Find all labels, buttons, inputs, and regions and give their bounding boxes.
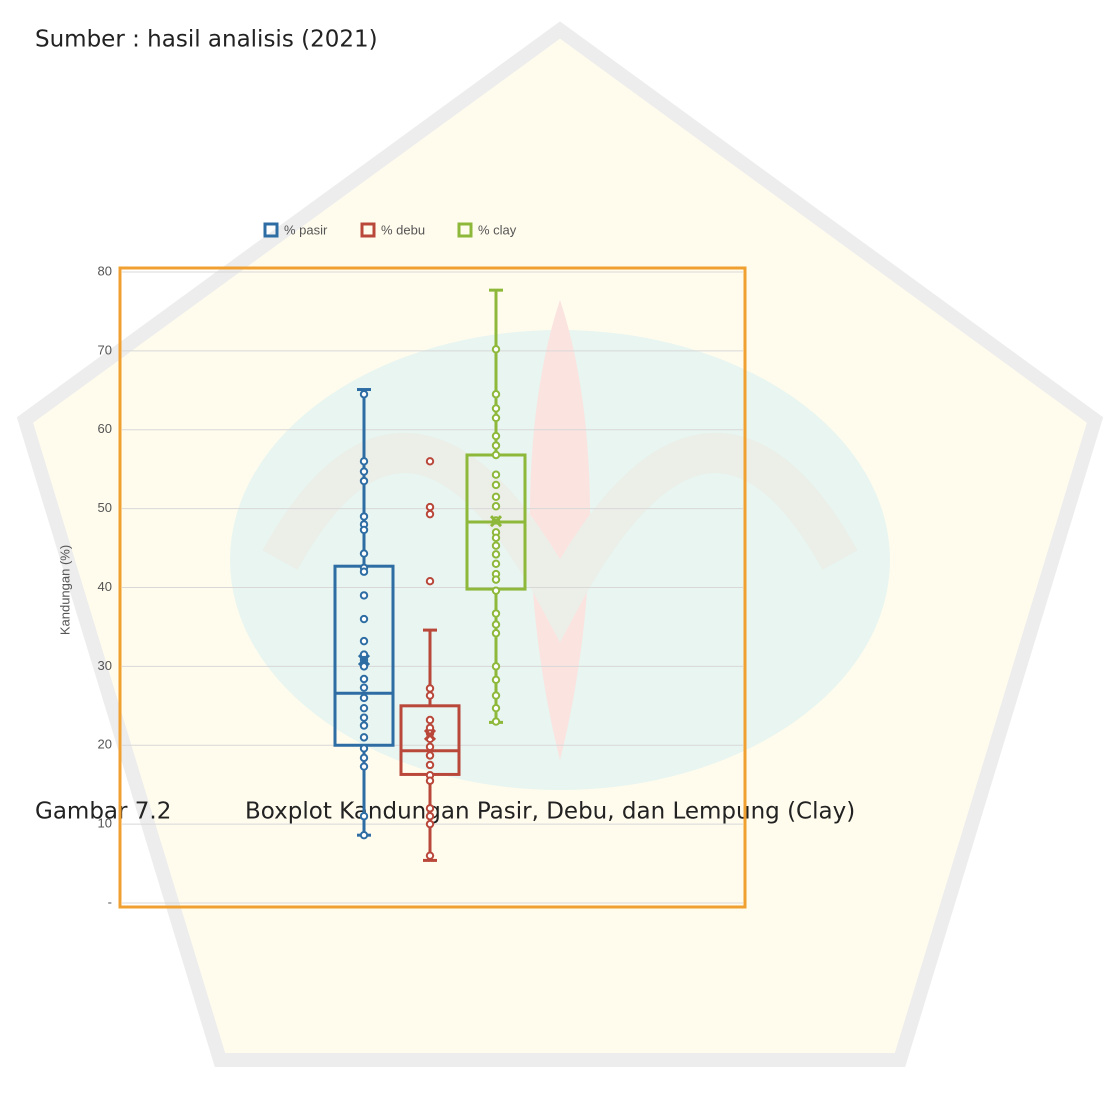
data-point [491, 703, 501, 713]
data-point [425, 715, 435, 725]
data-point [359, 591, 369, 600]
data-point [491, 675, 501, 684]
y-tick-label: 80 [98, 263, 112, 278]
data-point [359, 703, 369, 713]
y-tick-label: 60 [98, 421, 112, 436]
data-point [491, 404, 501, 413]
plot-border [118, 266, 747, 909]
data-point [491, 450, 501, 460]
legend-swatch [360, 222, 376, 238]
data-point [359, 753, 369, 763]
data-point [491, 390, 501, 399]
data-point [491, 586, 501, 595]
data-point [359, 549, 369, 558]
data-point [359, 733, 369, 742]
data-point [425, 691, 435, 700]
y-tick-label: 30 [98, 658, 112, 673]
data-point [359, 721, 369, 730]
caption-text: Boxplot Kandungan Pasir, Debu, dan Lempu… [245, 799, 855, 825]
y-tick-label: 20 [98, 737, 112, 752]
data-point [425, 812, 435, 821]
data-point [491, 502, 501, 511]
data-point [425, 684, 435, 693]
data-point [491, 691, 501, 700]
data-point [425, 804, 435, 813]
legend-label: % clay [478, 222, 517, 237]
data-point [425, 502, 435, 512]
data-point [359, 636, 369, 646]
mean-marker [357, 654, 371, 667]
data-point [359, 713, 369, 722]
data-point [491, 470, 501, 479]
legend-label: % pasir [284, 222, 328, 237]
data-point [359, 762, 369, 771]
legend-swatch [263, 222, 279, 238]
data-point [491, 717, 501, 726]
y-tick-label: - [108, 894, 112, 909]
data-point [491, 413, 501, 423]
data-point [359, 614, 369, 624]
y-tick-label: 10 [98, 816, 112, 831]
data-point [491, 345, 501, 354]
data-point [425, 851, 435, 860]
data-point [425, 742, 435, 752]
data-point [359, 683, 369, 692]
data-point [491, 559, 501, 569]
data-point [359, 467, 369, 476]
data-point [425, 819, 435, 829]
data-point [359, 512, 369, 521]
data-point [359, 830, 369, 840]
y-tick-label: 50 [98, 500, 112, 515]
data-point [491, 492, 501, 501]
caption-number: Gambar 7.2 [35, 799, 171, 825]
legend-label: % debu [381, 222, 425, 237]
legend-swatch [457, 222, 473, 238]
data-point [491, 662, 501, 671]
data-point [491, 629, 501, 638]
watermark [16, 21, 1104, 1067]
data-point [359, 693, 369, 703]
data-point [359, 674, 369, 684]
data-point [491, 533, 501, 543]
data-point [359, 390, 369, 399]
data-point [491, 609, 501, 618]
data-point [491, 480, 501, 490]
data-point [359, 457, 369, 466]
data-point [491, 541, 501, 550]
data-point [425, 509, 435, 519]
data-point [359, 662, 369, 671]
data-point [359, 567, 369, 576]
data-point [491, 550, 501, 559]
data-point [425, 776, 435, 785]
data-point [425, 760, 435, 770]
data-point [425, 751, 435, 760]
data-point [491, 620, 501, 629]
data-point [425, 576, 435, 586]
mean-marker [489, 515, 503, 528]
data-point [491, 431, 501, 441]
mean-marker [423, 728, 437, 742]
data-point [491, 441, 501, 450]
data-point [359, 744, 369, 753]
y-tick-label: 70 [98, 342, 112, 357]
data-point [359, 812, 369, 821]
source-note: Sumber : hasil analisis (2021) [35, 27, 378, 53]
data-point [425, 457, 435, 466]
data-point [491, 575, 501, 584]
data-point [359, 525, 369, 535]
y-axis-title: Kandungan (%) [57, 545, 72, 635]
data-point [359, 476, 369, 486]
y-tick-label: 40 [98, 579, 112, 594]
